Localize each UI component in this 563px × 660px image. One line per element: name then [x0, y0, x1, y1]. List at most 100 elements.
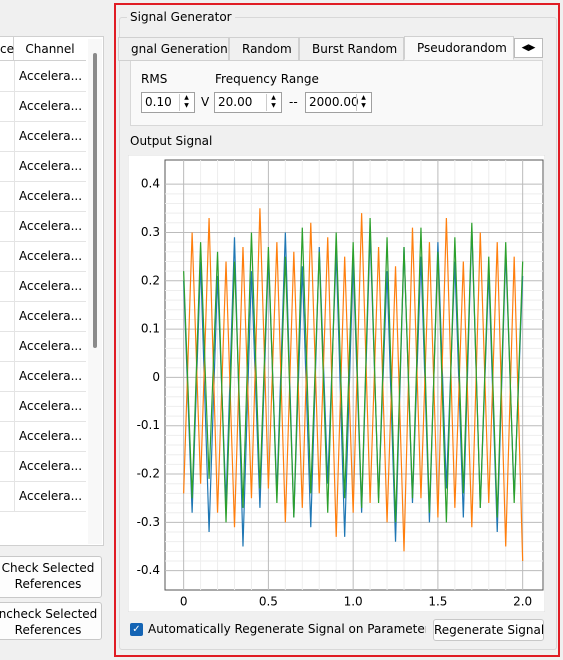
- spin-value: 20.00: [218, 95, 253, 109]
- channel-cell: Accelera...: [19, 249, 83, 263]
- table-row: Accelera...: [0, 481, 86, 512]
- button-text: References: [14, 623, 82, 637]
- column-header[interactable]: Channel: [14, 37, 86, 61]
- y-tick-label: 0: [152, 370, 160, 384]
- row-cell: [0, 421, 15, 451]
- button-text: ncheck Selected: [0, 607, 98, 621]
- uncheck-button[interactable]: ncheck Selected References: [0, 602, 102, 640]
- table-row: Accelera...: [0, 151, 86, 182]
- output-signal-label: Output Signal: [130, 134, 213, 148]
- channel-table: ce Channel Accelera... Accelera... Acceler…: [0, 36, 104, 546]
- table-row: Accelera...: [0, 301, 86, 332]
- signal-line: [183, 208, 524, 562]
- table-row: Accelera...: [0, 241, 86, 272]
- table-row: Accelera...: [0, 331, 86, 362]
- tab[interactable]: Pseudorandom: [404, 36, 514, 60]
- rms-label: RMS: [141, 72, 168, 86]
- channel-cell: Accelera...: [19, 159, 83, 173]
- row-cell: [0, 241, 15, 271]
- channel-cell: Accelera...: [19, 369, 83, 383]
- scrollbar-thumb[interactable]: [93, 53, 97, 348]
- button-text: Check Selected: [1, 561, 95, 575]
- spin-value: 0.10: [145, 95, 172, 109]
- y-tick-label: -0.3: [137, 515, 160, 529]
- tab[interactable]: Random: [229, 37, 299, 61]
- tab[interactable]: gnal Generation: [118, 37, 229, 61]
- table-row: Accelera...: [0, 271, 86, 302]
- row-cell: [0, 481, 15, 511]
- chart: 0 0.5 1.0 1.5 2.0 0.4 0.3 0.2 0.1 0 -0.1 -0.2 -0.3 -0…: [128, 155, 545, 612]
- channel-cell: Accelera...: [19, 309, 83, 323]
- freq-max-spinbox[interactable]: 2000.00 ▲ ▼: [305, 92, 372, 113]
- channel-cell: Accelera...: [19, 459, 83, 473]
- row-cell: [0, 121, 15, 151]
- column-header[interactable]: ce: [0, 37, 14, 61]
- table-row: Accelera...: [0, 61, 86, 92]
- highlight-box: [114, 3, 560, 657]
- axes-frame: [164, 159, 544, 591]
- table-row: Accelera...: [0, 361, 86, 392]
- channel-cell: Accelera...: [19, 339, 83, 353]
- frequency-label: Frequency Range: [215, 72, 319, 86]
- table-row: Accelera...: [0, 91, 86, 122]
- freq-min-spinbox[interactable]: 20.00 ▲ ▼: [214, 92, 282, 113]
- row-cell: [0, 271, 15, 301]
- rms-spinbox[interactable]: 0.10 ▲ ▼: [141, 92, 195, 113]
- spin-arrows[interactable]: ▲ ▼: [356, 94, 370, 111]
- table-row: Accelera...: [0, 181, 86, 212]
- row-cell: [0, 61, 15, 91]
- x-tick-label: 1.0: [344, 595, 363, 609]
- x-tick-label: 1.5: [428, 595, 447, 609]
- tab-scroll[interactable]: ◀▶: [514, 38, 543, 58]
- regenerate-button[interactable]: Regenerate Signal: [433, 619, 544, 641]
- spin-value: 2000.00: [309, 95, 359, 109]
- y-tick-label: -0.1: [137, 418, 160, 432]
- channel-cell: Accelera...: [19, 489, 83, 503]
- row-cell: [0, 451, 15, 481]
- checkbox[interactable]: ✓: [130, 623, 143, 636]
- row-cell: [0, 181, 15, 211]
- y-tick-label: 0.3: [141, 225, 160, 239]
- row-cell: [0, 91, 15, 121]
- x-tick-label: 0.5: [259, 595, 278, 609]
- y-tick-label: -0.2: [137, 467, 160, 481]
- y-tick-label: 0.1: [141, 322, 160, 336]
- tab[interactable]: Burst Random: [299, 37, 404, 61]
- y-tick-label: -0.4: [137, 563, 160, 577]
- button-text: References: [14, 577, 82, 591]
- group-box: [119, 17, 557, 650]
- scrollbar[interactable]: [88, 39, 102, 544]
- row-cell: [0, 361, 15, 391]
- y-tick-label: 0.4: [141, 177, 160, 191]
- table-row: Accelera...: [0, 121, 86, 152]
- table-row: Accelera...: [0, 211, 86, 242]
- row-cell: [0, 331, 15, 361]
- separator-label: --: [289, 95, 298, 109]
- x-tick-label: 2.0: [513, 595, 532, 609]
- checkbox-label[interactable]: Automatically Regenerate Signal on Param…: [148, 622, 426, 636]
- signal-line: [183, 217, 524, 523]
- channel-cell: Accelera...: [19, 429, 83, 443]
- channel-cell: Accelera...: [19, 129, 83, 143]
- row-cell: [0, 211, 15, 241]
- channel-cell: Accelera...: [19, 69, 83, 83]
- x-tick-label: 0: [180, 595, 188, 609]
- channel-cell: Accelera...: [19, 279, 83, 293]
- spin-arrows[interactable]: ▲ ▼: [179, 94, 193, 111]
- spin-arrows[interactable]: ▲ ▼: [266, 94, 280, 111]
- table-row: Accelera...: [0, 391, 86, 422]
- y-tick-label: 0.2: [141, 273, 160, 287]
- group-title: Signal Generator: [127, 10, 235, 24]
- channel-cell: Accelera...: [19, 189, 83, 203]
- table-row: Accelera...: [0, 451, 86, 482]
- table-row: Accelera...: [0, 421, 86, 452]
- unit-label: V: [201, 95, 210, 109]
- row-cell: [0, 301, 15, 331]
- channel-cell: Accelera...: [19, 219, 83, 233]
- channel-cell: Accelera...: [19, 99, 83, 113]
- check-button[interactable]: Check Selected References: [0, 556, 102, 598]
- row-cell: [0, 151, 15, 181]
- row-cell: [0, 391, 15, 421]
- channel-cell: Accelera...: [19, 399, 83, 413]
